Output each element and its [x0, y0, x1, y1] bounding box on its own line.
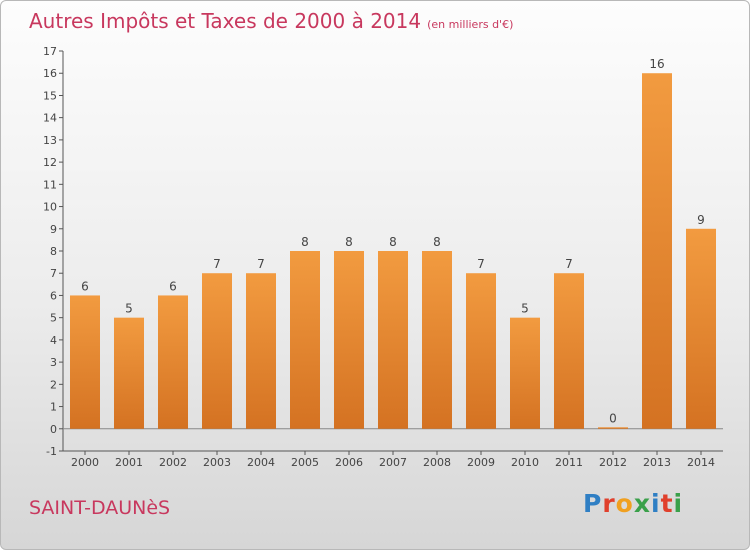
bar-2011 — [554, 273, 584, 429]
y-tick-label: 12 — [43, 156, 57, 169]
x-tick-label-2009: 2009 — [467, 456, 495, 469]
logo-letter: i — [651, 489, 661, 518]
logo-letter: P — [583, 489, 603, 518]
bar-2000 — [70, 295, 100, 429]
bar-2013 — [642, 73, 672, 429]
y-tick-label: 6 — [50, 289, 57, 302]
x-tick-label-2007: 2007 — [379, 456, 407, 469]
y-tick-label: 1 — [50, 401, 57, 414]
y-tick-label: 17 — [43, 45, 57, 58]
y-tick-label: 13 — [43, 134, 57, 147]
logo-letter: t — [660, 489, 674, 518]
proxiti-logo: Proxiti — [583, 489, 683, 518]
x-tick-label-2014: 2014 — [687, 456, 715, 469]
x-tick-label-2013: 2013 — [643, 456, 671, 469]
x-tick-label-2010: 2010 — [511, 456, 539, 469]
y-tick-label: 11 — [43, 178, 57, 191]
y-tick-label: 0 — [50, 423, 57, 436]
bar-2001 — [114, 317, 144, 429]
data-label-2010: 5 — [521, 302, 529, 316]
y-tick-label: 10 — [43, 201, 57, 214]
data-label-2003: 7 — [213, 257, 221, 271]
data-label-2002: 6 — [169, 279, 177, 293]
bar-2014 — [686, 228, 716, 429]
bar-2004 — [246, 273, 276, 429]
logo-letter: i — [673, 489, 684, 518]
x-tick-label-2012: 2012 — [599, 456, 627, 469]
data-label-2011: 7 — [565, 257, 573, 271]
chart-title: Autres Impôts et Taxes de 2000 à 2014 (en… — [29, 9, 513, 33]
bar-2003 — [202, 273, 232, 429]
data-label-2001: 5 — [125, 302, 133, 316]
data-label-2008: 8 — [433, 235, 441, 249]
data-label-2005: 8 — [301, 235, 309, 249]
y-tick-label: 8 — [50, 245, 57, 258]
y-tick-label: 7 — [50, 267, 57, 280]
data-label-2000: 6 — [81, 279, 89, 293]
data-label-2013: 16 — [649, 57, 664, 71]
location-name: SAINT-DAUNèS — [29, 497, 171, 519]
chart-title-text: Autres Impôts et Taxes de 2000 à 2014 — [29, 9, 422, 33]
x-tick-label-2001: 2001 — [115, 456, 143, 469]
x-tick-label-2008: 2008 — [423, 456, 451, 469]
bar-2006 — [334, 251, 364, 429]
bar-2012 — [598, 427, 628, 429]
chart-subtitle: (en milliers d'€) — [427, 18, 514, 31]
logo-letter: x — [633, 489, 651, 518]
y-tick-label: -1 — [46, 445, 57, 458]
bar-2005 — [290, 251, 320, 429]
x-tick-label-2003: 2003 — [203, 456, 231, 469]
bar-2002 — [158, 295, 188, 429]
y-tick-label: 2 — [50, 378, 57, 391]
y-tick-label: 9 — [50, 223, 57, 236]
y-tick-label: 5 — [50, 312, 57, 325]
logo-letter: o — [615, 489, 634, 518]
bar-2009 — [466, 273, 496, 429]
logo-letter: r — [602, 489, 616, 518]
y-tick-label: 16 — [43, 67, 57, 80]
data-label-2006: 8 — [345, 235, 353, 249]
x-tick-label-2004: 2004 — [247, 456, 275, 469]
data-label-2007: 8 — [389, 235, 397, 249]
data-label-2014: 9 — [697, 213, 705, 227]
x-tick-label-2000: 2000 — [71, 456, 99, 469]
x-tick-label-2005: 2005 — [291, 456, 319, 469]
y-tick-label: 4 — [50, 334, 57, 347]
data-label-2012: 0 — [609, 411, 617, 425]
data-label-2009: 7 — [477, 257, 485, 271]
data-label-2004: 7 — [257, 257, 265, 271]
y-tick-label: 14 — [43, 112, 57, 125]
bar-2010 — [510, 317, 540, 429]
x-tick-label-2006: 2006 — [335, 456, 363, 469]
bar-2007 — [378, 251, 408, 429]
bar-2008 — [422, 251, 452, 429]
x-tick-label-2002: 2002 — [159, 456, 187, 469]
y-tick-label: 3 — [50, 356, 57, 369]
y-tick-label: 15 — [43, 89, 57, 102]
x-tick-label-2011: 2011 — [555, 456, 583, 469]
